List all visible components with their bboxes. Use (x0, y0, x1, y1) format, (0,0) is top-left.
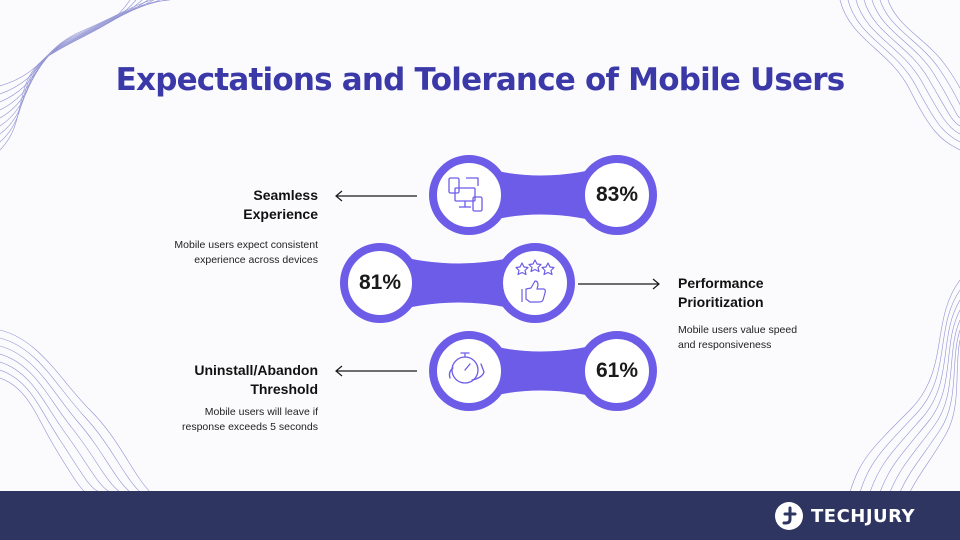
value-seamless-experience: 83% (595, 183, 639, 206)
icon-circle-3 (429, 331, 509, 411)
stopwatch-hand-icon (448, 352, 485, 384)
decorative-waves-top-right (839, 0, 960, 151)
value-circle-1 (577, 155, 657, 235)
value-uninstall-threshold: 61% (595, 359, 639, 382)
label-performance-prioritization: Performance Prioritization (678, 275, 764, 310)
connector-2 (380, 251, 535, 315)
decorative-waves-bottom-left (0, 329, 151, 492)
label-seamless-experience: Seamless Experience (243, 187, 318, 222)
brand-name: TECHJURY (811, 506, 916, 527)
flow-diagram (335, 155, 660, 411)
page-title: Expectations and Tolerance of Mobile Use… (115, 62, 846, 98)
desc-seamless-experience: Mobile users expect consistent experienc… (174, 239, 318, 266)
icon-circle-1 (429, 155, 509, 235)
value-circle-3 (577, 331, 657, 411)
devices-icon (448, 177, 483, 212)
value-circle-2 (340, 243, 420, 323)
stars-thumbs-up-icon (515, 259, 555, 303)
decorative-waves-top-left (0, 0, 170, 151)
connector-1 (469, 163, 617, 227)
desc-uninstall-threshold: Mobile users will leave if response exce… (181, 406, 318, 433)
icon-circle-2 (495, 243, 575, 323)
label-uninstall-threshold: Uninstall/Abandon Threshold (194, 362, 318, 397)
connector-3 (469, 339, 617, 403)
value-performance-prioritization: 81% (358, 271, 402, 294)
techjury-logo-icon (775, 502, 803, 530)
desc-performance-prioritization: Mobile users value speed and responsiven… (678, 324, 798, 351)
decorative-waves-bottom-right (849, 280, 960, 492)
